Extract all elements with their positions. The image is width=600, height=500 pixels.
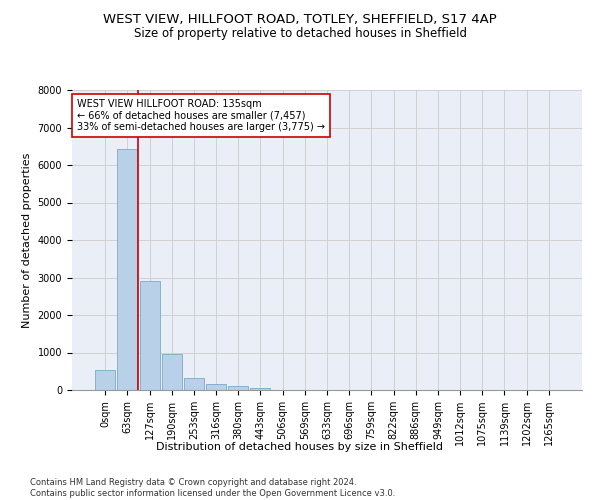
Bar bbox=[184, 378, 204, 390]
Text: Contains HM Land Registry data © Crown copyright and database right 2024.
Contai: Contains HM Land Registry data © Crown c… bbox=[30, 478, 395, 498]
Text: Size of property relative to detached houses in Sheffield: Size of property relative to detached ho… bbox=[133, 28, 467, 40]
Bar bbox=[206, 384, 226, 390]
Bar bbox=[228, 386, 248, 390]
Bar bbox=[95, 370, 115, 390]
Bar bbox=[140, 280, 160, 390]
Text: WEST VIEW HILLFOOT ROAD: 135sqm
← 66% of detached houses are smaller (7,457)
33%: WEST VIEW HILLFOOT ROAD: 135sqm ← 66% of… bbox=[77, 99, 325, 132]
Text: Distribution of detached houses by size in Sheffield: Distribution of detached houses by size … bbox=[157, 442, 443, 452]
Y-axis label: Number of detached properties: Number of detached properties bbox=[22, 152, 32, 328]
Bar bbox=[118, 149, 137, 390]
Text: WEST VIEW, HILLFOOT ROAD, TOTLEY, SHEFFIELD, S17 4AP: WEST VIEW, HILLFOOT ROAD, TOTLEY, SHEFFI… bbox=[103, 12, 497, 26]
Bar bbox=[250, 388, 271, 390]
Bar bbox=[162, 354, 182, 390]
